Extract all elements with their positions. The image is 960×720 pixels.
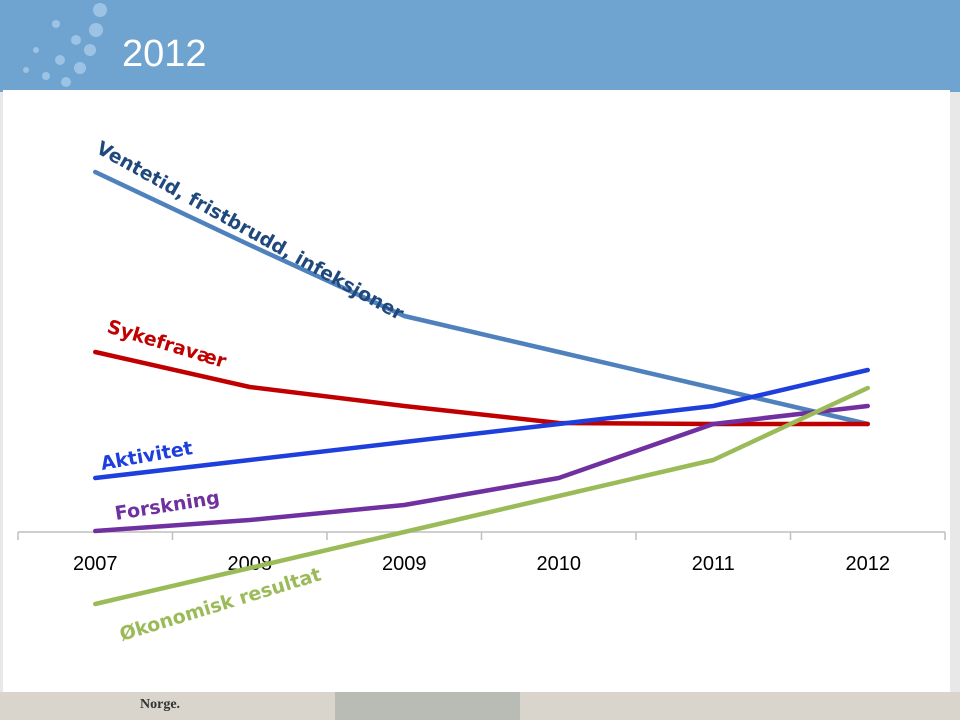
- slide-title: 2012: [122, 33, 207, 75]
- series-line: [93, 403, 870, 534]
- header-bar: [0, 0, 960, 92]
- newspaper-image: [335, 692, 520, 720]
- x-tick-label: 2012: [846, 553, 891, 575]
- x-tick-label: 2010: [537, 553, 582, 575]
- x-tick-label: 2009: [382, 553, 427, 575]
- x-tick-label: 2007: [73, 553, 118, 575]
- newspaper-text: Norge.: [140, 697, 180, 712]
- x-tick-label: 2011: [692, 553, 735, 575]
- header-dots: [23, 3, 107, 87]
- series-line: [93, 367, 870, 481]
- series-line: [93, 349, 870, 427]
- chart-panel: [3, 90, 950, 692]
- series-line: [93, 385, 870, 607]
- series-line: [93, 169, 870, 427]
